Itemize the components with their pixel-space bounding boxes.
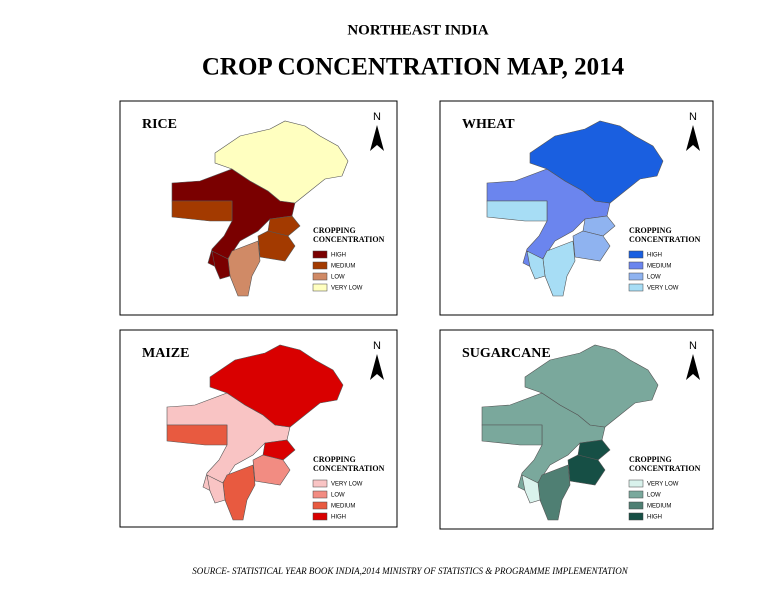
legend-swatch: [312, 272, 328, 281]
north-arrow: [686, 354, 700, 380]
legend-title: CROPPING: [629, 455, 672, 464]
region: [481, 424, 543, 446]
panel-title: WHEAT: [462, 117, 515, 132]
legend-label: VERY LOW: [647, 286, 679, 292]
region: [206, 474, 226, 504]
north-label: N: [689, 111, 697, 123]
legend-swatch: [628, 479, 644, 488]
legend-label: MEDIUM: [647, 504, 671, 510]
legend-label: MEDIUM: [647, 264, 671, 270]
legend-title: CONCENTRATION: [629, 464, 701, 473]
panel-title: MAIZE: [142, 346, 189, 361]
region: [529, 120, 664, 204]
region: [577, 439, 611, 461]
panel-title: SUGARCANE: [462, 346, 551, 361]
legend-title: CONCENTRATION: [629, 235, 701, 244]
north-label: N: [689, 340, 697, 352]
legend-label: MEDIUM: [331, 504, 355, 510]
legend-label: LOW: [647, 275, 661, 281]
legend-swatch: [312, 490, 328, 499]
legend-swatch: [628, 490, 644, 499]
region: [209, 344, 344, 428]
legend-swatch: [628, 250, 644, 259]
legend-label: HIGH: [647, 253, 662, 259]
region: [166, 424, 228, 446]
region: [582, 215, 616, 237]
region: [267, 215, 301, 237]
region: [572, 230, 611, 262]
region: [526, 250, 546, 280]
region: [214, 120, 349, 204]
region: [171, 200, 233, 222]
legend-label: VERY LOW: [331, 286, 363, 292]
legend-title: CROPPING: [313, 226, 356, 235]
legend-swatch: [312, 479, 328, 488]
legend-swatch: [628, 261, 644, 270]
legend-swatch: [312, 250, 328, 259]
legend-swatch: [312, 261, 328, 270]
north-arrow: [686, 125, 700, 151]
north-label: N: [373, 111, 381, 123]
region: [262, 439, 296, 461]
north-arrow: [370, 125, 384, 151]
legend-swatch: [312, 501, 328, 510]
region: [521, 474, 541, 504]
legend-label: LOW: [647, 493, 661, 499]
region: [486, 200, 548, 222]
legend-title: CONCENTRATION: [313, 235, 385, 244]
legend-label: HIGH: [331, 253, 346, 259]
legend-label: HIGH: [647, 515, 662, 521]
legend-label: MEDIUM: [331, 264, 355, 270]
region: [257, 230, 296, 262]
north-arrow: [370, 354, 384, 380]
legend-label: HIGH: [331, 515, 346, 521]
north-label: N: [373, 340, 381, 352]
legend-swatch: [628, 283, 644, 292]
region: [524, 344, 659, 428]
legend-swatch: [628, 272, 644, 281]
legend-title: CROPPING: [313, 455, 356, 464]
source: SOURCE- STATISTICAL YEAR BOOK INDIA,2014…: [192, 566, 628, 576]
title: CROP CONCENTRATION MAP, 2014: [202, 54, 625, 81]
subtitle: NORTHEAST INDIA: [347, 22, 488, 38]
panel-title: RICE: [142, 117, 177, 132]
legend-title: CROPPING: [629, 226, 672, 235]
legend-swatch: [628, 501, 644, 510]
legend-title: CONCENTRATION: [313, 464, 385, 473]
region: [567, 454, 606, 486]
region: [252, 454, 291, 486]
legend-swatch: [312, 283, 328, 292]
region: [211, 250, 231, 280]
legend-label: LOW: [331, 275, 345, 281]
legend-swatch: [312, 512, 328, 521]
legend-label: VERY LOW: [331, 482, 363, 488]
legend-swatch: [628, 512, 644, 521]
legend-label: LOW: [331, 493, 345, 499]
legend-label: VERY LOW: [647, 482, 679, 488]
